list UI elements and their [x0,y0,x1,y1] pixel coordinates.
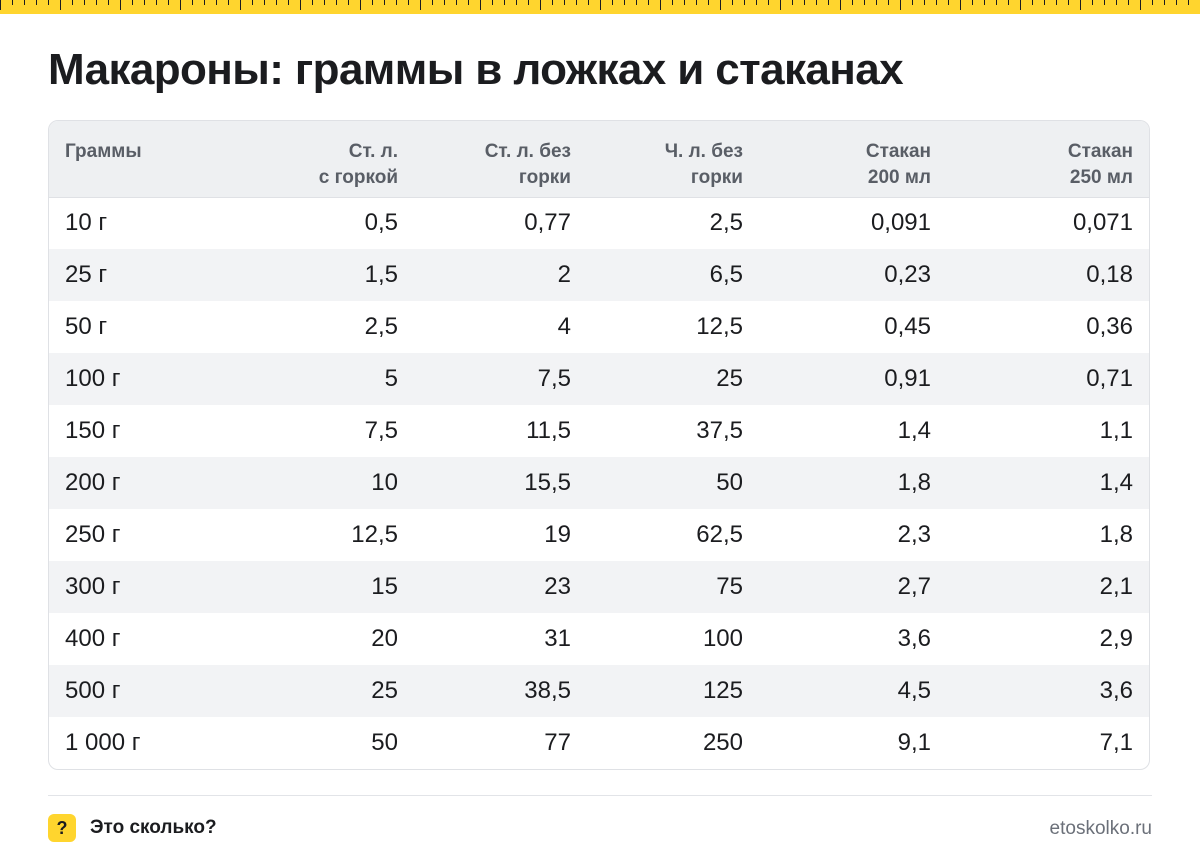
value-cell: 2 [414,249,587,301]
value-cell: 5 [249,353,414,405]
value-cell: 0,36 [1086,313,1133,340]
value-cell: 23 [414,561,587,613]
value-cell: 75 [587,561,759,613]
value-cell: 2,5 [364,313,398,340]
table-header-row: Граммы Ст. л. с горкой Ст. л. без горки Ч.… [49,121,1149,198]
value-cell: 9,1 [897,729,931,756]
table-row: 300 г 15 23 75 2,7 2,1 [49,561,1149,613]
value-cell: 100 [702,625,743,652]
value-cell: 0,18 [947,249,1149,301]
grams-cell: 150 г [65,417,121,444]
value-cell: 3,6 [947,665,1149,717]
value-cell: 1,4 [947,457,1149,509]
table-row: 250 г 12,5 19 62,5 2,3 1,8 [49,509,1149,561]
value-cell: 50 [587,457,759,509]
grams-cell: 50 г [65,313,108,340]
grams-cell: 500 г [49,665,249,717]
table-row: 10 г 0,5 0,77 2,5 0,091 0,071 [49,197,1149,249]
table-row: 100 г 5 7,5 25 0,91 0,71 [49,353,1149,405]
value-cell: 25 [587,353,759,405]
grams-cell: 1 000 г [65,729,141,756]
value-cell: 12,5 [351,521,398,548]
conversion-table: Граммы Ст. л. с горкой Ст. л. без горки Ч.… [48,120,1150,770]
value-cell: 7,5 [414,353,587,405]
brand-name: Это сколько? [90,817,217,838]
value-cell: 0,71 [947,353,1149,405]
value-cell: 15,5 [414,457,587,509]
value-cell: 6,5 [587,249,759,301]
value-cell: 2,9 [1099,625,1133,652]
value-cell: 0,91 [759,353,947,405]
grams-cell: 200 г [49,457,249,509]
value-cell: 1,5 [249,249,414,301]
header-tsp-level: Ч. л. без горки [587,121,759,198]
grams-cell: 250 г [65,521,121,548]
value-cell: 7,1 [1099,729,1133,756]
header-glass-250: Стакан 250 мл [947,121,1149,198]
value-cell: 0,23 [759,249,947,301]
value-cell: 250 [702,729,743,756]
value-cell: 7,5 [364,417,398,444]
table-row: 50 г 2,5 4 12,5 0,45 0,36 [49,301,1149,353]
header-tbsp-heaped: Ст. л. с горкой [249,121,414,198]
table-row: 1 000 г 50 77 250 9,1 7,1 [49,717,1149,769]
value-cell: 0,071 [1072,209,1133,237]
header-grams: Граммы [49,121,249,198]
value-cell: 0,45 [884,313,931,340]
value-cell: 2,7 [759,561,947,613]
value-cell: 77 [544,729,571,756]
value-cell: 50 [371,729,398,756]
grams-cell: 100 г [49,353,249,405]
grams-cell: 10 г [65,209,108,237]
value-cell: 3,6 [897,625,931,652]
value-cell: 31 [544,625,571,652]
value-cell: 20 [371,625,398,652]
value-cell: 12,5 [696,313,743,340]
value-cell: 1,1 [1099,417,1133,444]
value-cell: 2,1 [947,561,1149,613]
value-cell: 15 [249,561,414,613]
grams-cell: 400 г [65,625,121,652]
value-cell: 19 [544,521,571,548]
value-cell: 37,5 [696,417,743,444]
value-cell: 4,5 [759,665,947,717]
footer-divider [48,795,1152,796]
page-title: Макароны: граммы в ложках и стаканах [48,45,904,94]
value-cell: 2,3 [897,521,931,548]
value-cell: 0,77 [524,209,571,237]
question-mark-icon: ? [48,814,76,842]
header-glass-200: Стакан 200 мл [759,121,947,198]
brand: ? Это сколько? [48,814,217,842]
value-cell: 10 [249,457,414,509]
table-row: 400 г 20 31 100 3,6 2,9 [49,613,1149,665]
table-row: 150 г 7,5 11,5 37,5 1,4 1,1 [49,405,1149,457]
value-cell: 38,5 [414,665,587,717]
value-cell: 1,8 [759,457,947,509]
table-row: 500 г 25 38,5 125 4,5 3,6 [49,665,1149,717]
value-cell: 1,8 [1099,521,1133,548]
value-cell: 0,091 [870,209,931,237]
table-row: 200 г 10 15,5 50 1,8 1,4 [49,457,1149,509]
grams-cell: 25 г [49,249,249,301]
table-row: 25 г 1,5 2 6,5 0,23 0,18 [49,249,1149,301]
value-cell: 25 [249,665,414,717]
value-cell: 4 [557,313,571,340]
value-cell: 2,5 [709,209,743,237]
header-tbsp-level: Ст. л. без горки [414,121,587,198]
site-url: etoskolko.ru [1049,818,1152,839]
ruler-strip [0,0,1200,14]
value-cell: 62,5 [696,521,743,548]
value-cell: 125 [587,665,759,717]
value-cell: 1,4 [897,417,931,444]
value-cell: 0,5 [364,209,398,237]
value-cell: 11,5 [526,417,571,444]
grams-cell: 300 г [49,561,249,613]
table-body: 10 г 0,5 0,77 2,5 0,091 0,071 25 г 1,5 2 6,5 0,23 0… [49,197,1149,769]
